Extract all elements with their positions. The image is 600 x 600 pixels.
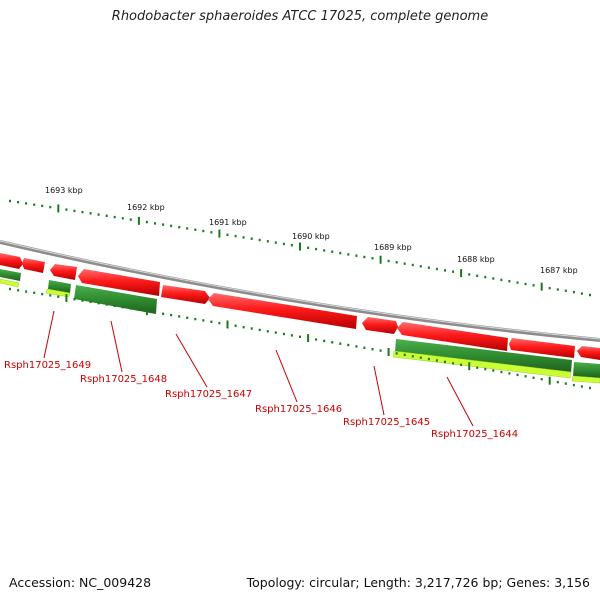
forward-gene[interactable] — [509, 338, 575, 358]
gc-segment — [392, 350, 572, 379]
genome-summary: Topology: circular; Length: 3,217,726 bp… — [246, 575, 590, 590]
leader-line — [175, 333, 208, 388]
scale-label: 1688 kbp — [457, 255, 495, 264]
outer-scale-track — [9, 199, 591, 297]
forward-gene[interactable] — [208, 293, 357, 329]
scale-label: 1692 kbp — [127, 203, 165, 212]
leader-line — [373, 365, 385, 416]
gene-label[interactable]: Rsph17025_1644 — [431, 429, 518, 440]
gene-label[interactable]: Rsph17025_1646 — [255, 404, 342, 415]
forward-gene[interactable] — [362, 317, 398, 334]
leader-line — [43, 310, 55, 359]
gc-segment — [45, 288, 71, 298]
accession-label: Accession: NC_009428 — [9, 575, 152, 590]
forward-gene[interactable] — [50, 264, 77, 280]
scale-label: 1687 kbp — [540, 266, 578, 275]
scale-label: 1689 kbp — [374, 243, 412, 252]
forward-gene[interactable] — [161, 285, 210, 304]
forward-strand-track — [0, 253, 600, 360]
scale-label: 1693 kbp — [45, 186, 83, 195]
genome-backbone — [0, 240, 600, 342]
forward-gene[interactable] — [0, 253, 23, 269]
gc-track — [0, 278, 600, 384]
gene-label-leaders — [43, 310, 474, 427]
scale-label: 1691 kbp — [209, 218, 247, 227]
reverse-strand-track — [0, 269, 600, 378]
reverse-gene[interactable] — [573, 362, 600, 378]
gene-label[interactable]: Rsph17025_1649 — [4, 360, 91, 371]
forward-gene[interactable] — [397, 322, 508, 351]
forward-gene[interactable] — [78, 269, 160, 296]
gc-segment — [0, 278, 20, 288]
map-title: Rhodobacter sphaeroides ATCC 17025, comp… — [111, 9, 489, 24]
leader-line — [446, 376, 474, 427]
gene-label[interactable]: Rsph17025_1648 — [80, 374, 167, 385]
scale-labels: 1693 kbp 1692 kbp 1691 kbp 1690 kbp 1689… — [45, 186, 578, 275]
forward-gene[interactable] — [22, 258, 45, 273]
reverse-gene[interactable] — [74, 285, 157, 314]
gene-labels: Rsph17025_1649 Rsph17025_1648 Rsph17025_… — [4, 360, 518, 440]
scale-label: 1690 kbp — [292, 232, 330, 241]
genome-backbone-highlight — [0, 240, 600, 340]
leader-line — [275, 349, 298, 403]
reverse-gene[interactable] — [0, 269, 21, 281]
inner-scale-track — [9, 287, 591, 390]
leader-line — [110, 320, 123, 373]
reverse-gene[interactable] — [48, 280, 71, 293]
gc-segment — [571, 375, 600, 384]
gene-label[interactable]: Rsph17025_1647 — [165, 389, 252, 400]
reverse-gene[interactable] — [395, 339, 572, 373]
gene-label[interactable]: Rsph17025_1645 — [343, 417, 430, 428]
forward-gene[interactable] — [577, 346, 600, 360]
